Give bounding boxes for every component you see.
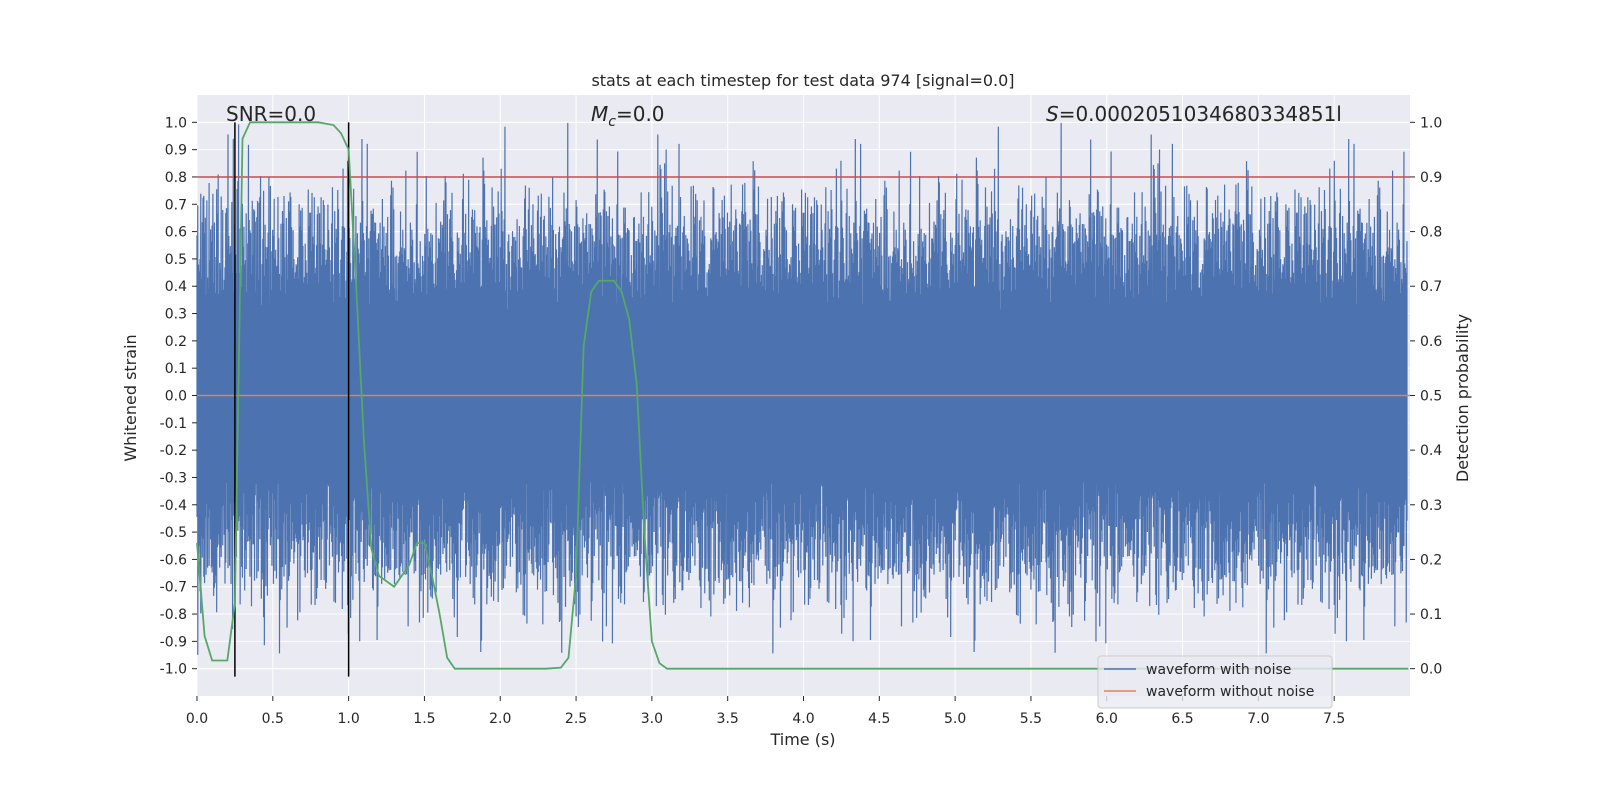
y-tick-label: -0.8 bbox=[160, 607, 187, 623]
legend: waveform with noise waveform without noi… bbox=[1097, 655, 1333, 709]
y-tick-label: -0.1 bbox=[160, 416, 187, 432]
y-tick-label: 0.8 bbox=[165, 170, 187, 186]
s-annotation: S=0.0002051034680334851l bbox=[1046, 102, 1342, 126]
y-tick-label: 0.1 bbox=[165, 361, 187, 377]
y-axis-ticks: 1.0 0.9 0.8 0.7 0.6 0.5 0.4 0.3 0.2 0.1 0.0 -0.1 -0.… bbox=[160, 115, 197, 678]
x-tick-label: 4.5 bbox=[868, 711, 890, 727]
x-tick-label: 1.5 bbox=[413, 711, 435, 727]
x-tick-label: 1.0 bbox=[337, 711, 359, 727]
probability-trace bbox=[196, 121, 1409, 670]
y-tick-label: 1.0 bbox=[165, 115, 187, 131]
noise-trace bbox=[196, 122, 1408, 655]
y2-tick-label: 0.3 bbox=[1420, 498, 1442, 514]
x-tick-label: 6.0 bbox=[1096, 711, 1118, 727]
y-tick-label: -0.7 bbox=[160, 580, 187, 596]
series-detection-probability bbox=[196, 121, 1409, 670]
y-tick-label: 0.7 bbox=[165, 197, 187, 213]
y2-tick-label: 1.0 bbox=[1420, 115, 1442, 131]
y-tick-label: -1.0 bbox=[160, 662, 187, 678]
y-tick-label: -0.4 bbox=[160, 498, 187, 514]
y2-tick-label: 0.6 bbox=[1420, 334, 1442, 350]
y2-axis-label: Detection probability bbox=[1453, 314, 1472, 482]
y2-tick-label: 0.0 bbox=[1420, 662, 1442, 678]
y2-tick-label: 0.9 bbox=[1420, 170, 1442, 186]
mc-value: =0.0 bbox=[616, 102, 665, 126]
legend-label-clean: waveform without noise bbox=[1146, 684, 1314, 700]
x-tick-label: 6.5 bbox=[1171, 711, 1193, 727]
y-axis-label: Whitened strain bbox=[121, 334, 140, 461]
y-tick-label: 0.0 bbox=[165, 389, 187, 405]
x-tick-label: 0.0 bbox=[186, 711, 208, 727]
y2-tick-label: 0.2 bbox=[1420, 552, 1442, 568]
x-tick-label: 3.5 bbox=[717, 711, 739, 727]
x-tick-label: 7.5 bbox=[1323, 711, 1345, 727]
mc-annotation: Mc=0.0 bbox=[591, 102, 665, 130]
y2-tick-label: 0.8 bbox=[1420, 225, 1442, 241]
x-tick-label: 4.0 bbox=[792, 711, 814, 727]
legend-label-noise: waveform with noise bbox=[1146, 662, 1291, 678]
y2-tick-label: 0.1 bbox=[1420, 607, 1442, 623]
y-tick-label: 0.6 bbox=[165, 225, 187, 241]
series-waveform-with-noise bbox=[196, 122, 1408, 655]
s-value: =0.0002051034680334851l bbox=[1059, 102, 1342, 126]
y2-tick-label: 0.5 bbox=[1420, 389, 1442, 405]
y-tick-label: -0.6 bbox=[160, 552, 187, 568]
x-axis-ticks: 0.0 0.5 1.0 1.5 2.0 2.5 3.0 3.5 4.0 4.5 5.0 5.5 6.0 6… bbox=[186, 696, 1345, 727]
x-tick-label: 5.5 bbox=[1020, 711, 1042, 727]
x-tick-label: 5.0 bbox=[944, 711, 966, 727]
mc-symbol: M bbox=[591, 102, 608, 126]
x-axis-label: Time (s) bbox=[769, 730, 835, 749]
x-tick-label: 2.0 bbox=[489, 711, 511, 727]
x-tick-label: 2.5 bbox=[565, 711, 587, 727]
y2-tick-label: 0.7 bbox=[1420, 279, 1442, 295]
s-symbol: S bbox=[1046, 102, 1059, 126]
y-tick-label: 0.4 bbox=[165, 279, 187, 295]
y-tick-label: -0.2 bbox=[160, 443, 187, 459]
x-tick-label: 0.5 bbox=[262, 711, 284, 727]
legend-box bbox=[1097, 655, 1333, 709]
y-tick-label: 0.3 bbox=[165, 307, 187, 323]
y-tick-label: -0.3 bbox=[160, 470, 187, 486]
y2-tick-label: 0.4 bbox=[1420, 443, 1442, 459]
y2-axis-ticks: 1.0 0.9 0.8 0.7 0.6 0.5 0.4 0.3 0.2 0.1 0.0 bbox=[1410, 115, 1442, 678]
y-tick-label: 0.2 bbox=[165, 334, 187, 350]
mc-subscript: c bbox=[608, 114, 616, 130]
y-tick-label: -0.9 bbox=[160, 634, 187, 650]
y-tick-label: 0.9 bbox=[165, 143, 187, 159]
snr-annotation: SNR=0.0 bbox=[226, 102, 316, 126]
x-tick-label: 7.0 bbox=[1247, 711, 1269, 727]
chart-title: stats at each timestep for test data 974… bbox=[591, 71, 1014, 90]
y-tick-label: -0.5 bbox=[160, 525, 187, 541]
y-tick-label: 0.5 bbox=[165, 252, 187, 268]
x-tick-label: 3.0 bbox=[641, 711, 663, 727]
